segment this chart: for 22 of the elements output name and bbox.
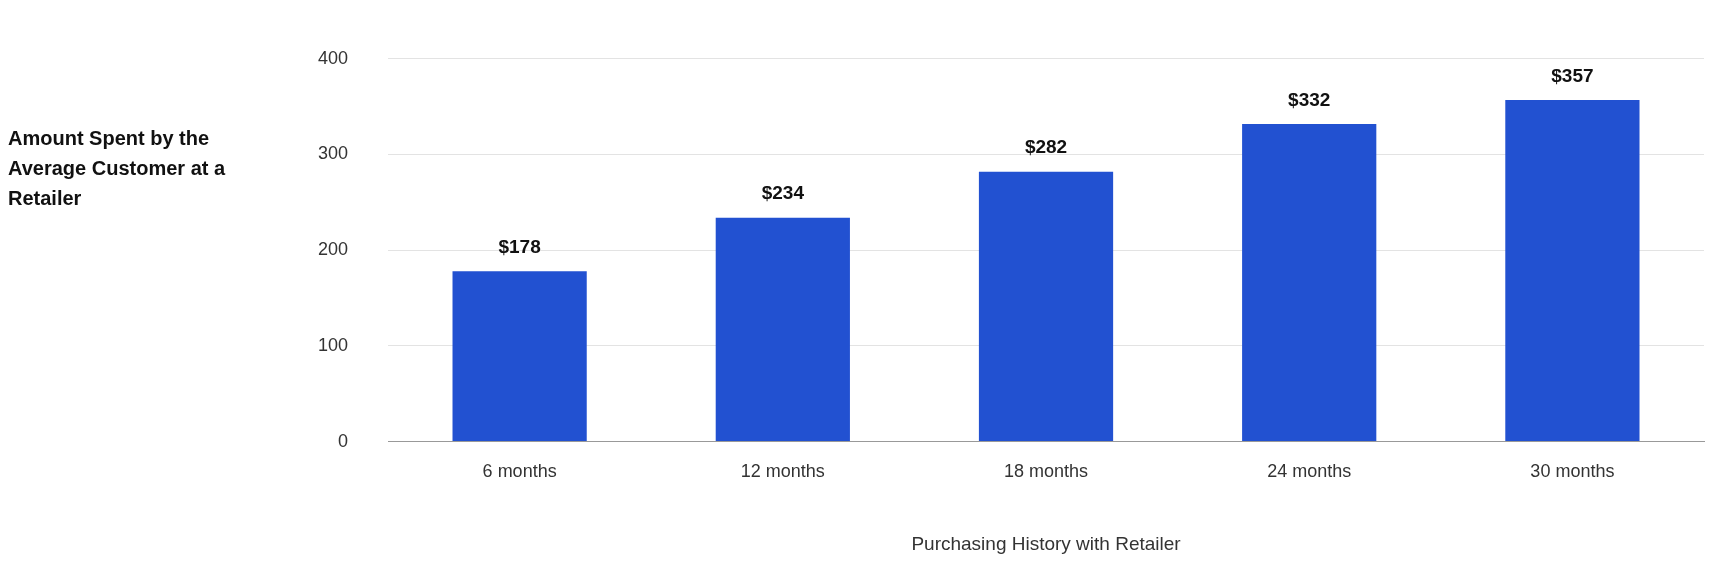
- data-label: $234: [761, 182, 805, 204]
- y-tick-label: 200: [317, 239, 349, 260]
- x-tick-label: 12 months: [740, 461, 825, 482]
- bar: [978, 171, 1114, 442]
- bar: [452, 271, 587, 442]
- x-axis-title: Purchasing History with Retailer: [911, 532, 1182, 554]
- y-tick-label: 300: [317, 143, 349, 164]
- x-tick-label: 6 months: [482, 461, 557, 482]
- data-label: $282: [1024, 136, 1068, 158]
- x-tick-label: 24 months: [1267, 461, 1352, 482]
- bar: [1505, 99, 1640, 442]
- y-tick-label: 100: [317, 334, 349, 355]
- x-tick-label: 30 months: [1530, 461, 1615, 482]
- x-tick-label: 18 months: [1003, 461, 1089, 482]
- data-label: $178: [498, 235, 541, 257]
- data-label: $357: [1551, 64, 1594, 86]
- data-label: $332: [1288, 88, 1331, 110]
- bar: [715, 217, 850, 442]
- bar: [1242, 123, 1377, 442]
- y-tick-label: 0: [338, 430, 349, 451]
- y-axis-title: Amount Spent by the Average Customer at a Retailer: [8, 126, 227, 211]
- y-tick-label: 400: [317, 47, 349, 68]
